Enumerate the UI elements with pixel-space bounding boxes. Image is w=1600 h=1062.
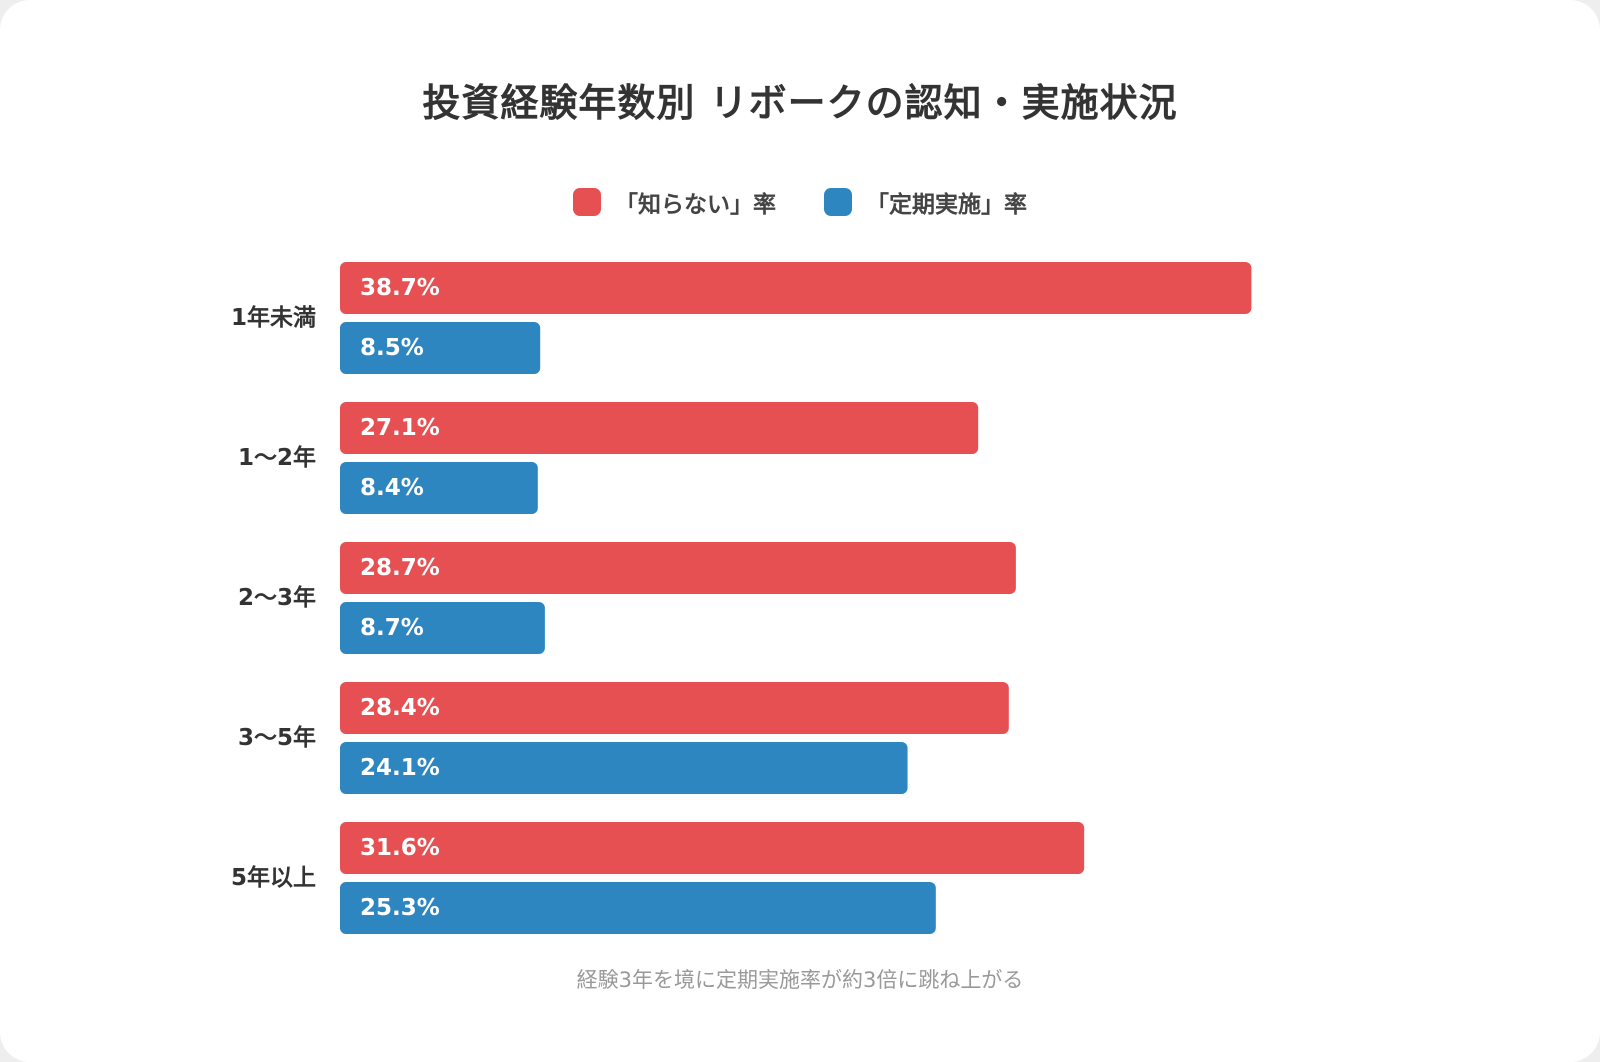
bar-value-label: 27.1%	[360, 415, 440, 441]
bar-value-label: 31.6%	[360, 835, 440, 861]
bar-value-label: 24.1%	[360, 755, 440, 781]
bar-regular	[340, 882, 936, 934]
bar-regular	[340, 462, 538, 514]
bar-value-label: 25.3%	[360, 895, 440, 921]
category-label: 5年以上	[231, 864, 316, 891]
bar-unaware	[340, 262, 1252, 314]
bar-value-label: 28.7%	[360, 555, 440, 581]
bar-unaware	[340, 402, 979, 454]
legend-label-unaware: 「知らない」率	[615, 192, 776, 218]
bar-regular	[340, 602, 545, 654]
bar-unaware	[340, 682, 1009, 734]
bar-regular	[340, 742, 908, 794]
chart-legend: 「知らない」率 「定期実施」率	[0, 185, 1600, 219]
bar-unaware	[340, 542, 1016, 594]
legend-swatch-unaware	[573, 188, 601, 216]
category-label: 1〜2年	[238, 444, 316, 471]
chart-title: 投資経験年数別 リボークの認知・実施状況	[422, 81, 1178, 125]
legend-label-regular: 「定期実施」率	[866, 192, 1027, 218]
bar-value-label: 8.5%	[360, 335, 424, 361]
bar-value-label: 8.4%	[360, 475, 424, 501]
bar-regular	[340, 322, 541, 374]
bar-unaware	[340, 822, 1085, 874]
legend-swatch-regular	[824, 188, 852, 216]
bar-value-label: 28.4%	[360, 695, 440, 721]
legend-item-unaware: 「知らない」率	[573, 185, 776, 219]
legend-item-regular: 「定期実施」率	[824, 185, 1027, 219]
category-label: 1年未満	[231, 304, 316, 331]
bar-value-label: 38.7%	[360, 275, 440, 301]
category-label: 2〜3年	[238, 584, 316, 611]
bar-value-label: 8.7%	[360, 615, 424, 641]
category-label: 3〜5年	[238, 724, 316, 751]
chart-note: 経験3年を境に定期実施率が約3倍に跳ね上がる	[576, 968, 1024, 992]
